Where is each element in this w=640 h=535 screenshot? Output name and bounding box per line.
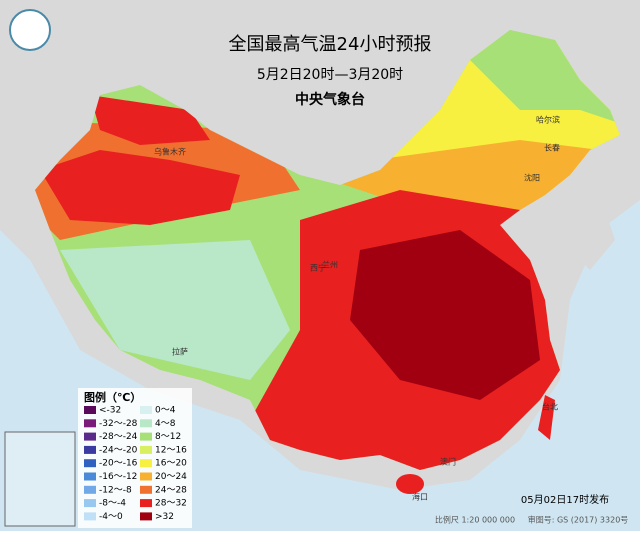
legend-label: 4～8	[155, 419, 176, 429]
place-label: 沈阳	[524, 173, 540, 183]
legend-label: -8～-4	[99, 499, 126, 509]
legend-label: 20～24	[155, 472, 187, 482]
legend-swatch	[84, 472, 96, 481]
legend-swatch	[84, 445, 96, 454]
korea	[560, 195, 615, 270]
legend-swatch	[140, 485, 152, 494]
legend-label: -16～-12	[99, 472, 137, 482]
legend-swatch	[140, 472, 152, 481]
legend-label: 8～12	[155, 432, 181, 442]
legend-label: 24～28	[155, 485, 187, 495]
place-label: 台北	[542, 402, 558, 412]
legend-swatch	[140, 432, 152, 441]
legend-swatch	[140, 445, 152, 454]
map-title: 全国最高气温24小时预报	[229, 34, 432, 55]
place-label: 乌鲁木齐	[154, 147, 186, 157]
legend-swatch	[140, 499, 152, 508]
place-label: 西宁	[310, 263, 326, 273]
legend-swatch	[84, 485, 96, 494]
legend-swatch	[84, 459, 96, 468]
legend-title: 图例（℃）	[84, 390, 141, 404]
place-label: 哈尔滨	[536, 115, 560, 125]
legend-label: <-32	[99, 406, 121, 416]
legend-label: -12～-8	[99, 485, 132, 495]
place-label: 海口	[412, 492, 428, 502]
legend-label: 0～4	[155, 406, 176, 416]
inset-map	[4, 431, 76, 527]
legend-label: -4～0	[99, 512, 123, 522]
legend-swatch	[84, 419, 96, 428]
legend-swatch	[84, 512, 96, 521]
place-label: 兰州	[322, 260, 338, 270]
hainan	[396, 474, 424, 494]
legend-swatch	[84, 432, 96, 441]
legend-label: 16～20	[155, 459, 187, 469]
place-label: 澳门	[440, 457, 456, 467]
map-number: 审图号: GS (2017) 3320号	[528, 515, 629, 525]
legend-swatch	[84, 499, 96, 508]
issued: 05月02日17时发布	[521, 493, 609, 506]
place-label: 长春	[544, 143, 560, 153]
logo	[9, 9, 51, 51]
map-subtitle: 5月2日20时—3月20时	[257, 67, 403, 83]
legend-label: -24～-20	[99, 445, 138, 455]
legend-label: -20～-16	[99, 459, 138, 469]
legend-swatch	[140, 512, 152, 521]
legend-label: >32	[155, 512, 174, 522]
taiwan	[538, 395, 555, 440]
legend-label: -32～-28	[99, 419, 138, 429]
legend: <-32 -32～-28 -28～-24 -24～-20 -20～-16 -16～-12 -…	[84, 406, 187, 522]
place-labels: 哈尔滨长春沈阳乌鲁木齐西宁兰州拉萨台北澳门海口南海诸岛	[22, 115, 560, 520]
place-label: 拉萨	[172, 347, 188, 357]
scale: 比例尺 1:20 000 000	[435, 515, 515, 525]
legend-swatch	[140, 406, 152, 414]
legend-label: 12～16	[155, 445, 187, 455]
legend-box	[78, 388, 192, 528]
issuer: 中央气象台	[295, 91, 365, 108]
legend-label: 28～32	[155, 499, 187, 509]
legend-swatch	[84, 406, 96, 414]
legend-label: -28～-24	[99, 432, 138, 442]
legend-swatch	[140, 459, 152, 468]
legend-swatch	[140, 419, 152, 428]
